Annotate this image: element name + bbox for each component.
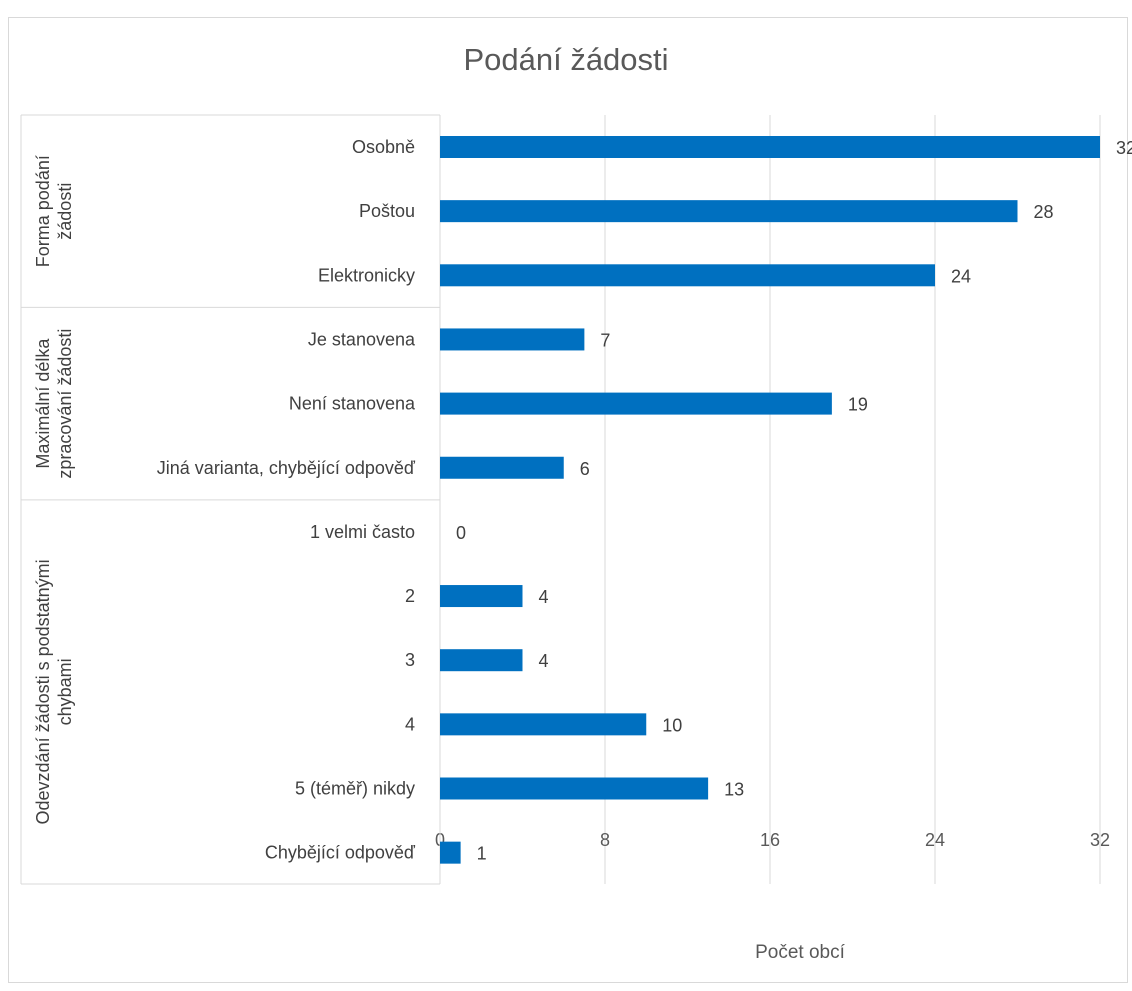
bar: [440, 841, 461, 864]
category-label: 3: [405, 650, 415, 670]
group-label: Maximální délka zpracování žádosti: [33, 329, 75, 479]
bar: [440, 136, 1100, 158]
category-label: Elektronicky: [318, 265, 415, 285]
bar: [440, 328, 585, 351]
bar: [440, 713, 647, 736]
category-label: Je stanovena: [308, 329, 416, 349]
group-label-line: zpracování žádosti: [55, 329, 75, 479]
group-label-line: žádosti: [55, 183, 75, 240]
category-label: Osobně: [352, 137, 415, 157]
data-label: 32: [1116, 138, 1132, 158]
data-label: 10: [662, 715, 682, 735]
x-tick-label: 16: [760, 830, 780, 850]
x-tick-label: 32: [1090, 830, 1110, 850]
data-label: 24: [951, 266, 971, 286]
category-label: 2: [405, 586, 415, 606]
group-label: Forma podání žádosti: [33, 155, 75, 267]
category-label: Poštou: [359, 201, 415, 221]
bar: [440, 777, 709, 800]
data-label: 6: [580, 459, 590, 479]
bar: [440, 585, 523, 608]
chart-title: Podání žádosti: [463, 42, 669, 77]
data-label: 1: [477, 844, 487, 864]
group-label-line: chybami: [55, 658, 75, 725]
data-label: 0: [456, 523, 466, 543]
data-label: 4: [539, 587, 549, 607]
data-label: 7: [600, 330, 610, 350]
data-label: 19: [848, 395, 868, 415]
group-label-line: Forma podání: [33, 155, 53, 267]
group-label-line: Maximální délka: [33, 338, 53, 469]
x-axis-title: Počet obcí: [755, 942, 845, 963]
group-label-line: Odevzdání žádosti s podstatnými: [33, 559, 53, 824]
group-label: Odevzdání žádosti s podstatnými chybami: [33, 559, 75, 824]
category-label: 4: [405, 714, 415, 734]
data-label: 13: [724, 780, 744, 800]
bar: [440, 200, 1018, 223]
bar: [440, 392, 832, 415]
category-label: 5 (téměř) nikdy: [295, 779, 415, 799]
bar: [440, 264, 935, 287]
category-label: 1 velmi často: [310, 522, 415, 542]
x-tick-label: 24: [925, 830, 945, 850]
data-label: 4: [539, 651, 549, 671]
data-label: 28: [1034, 202, 1054, 222]
bar: [440, 649, 523, 672]
category-label: Není stanovena: [289, 394, 416, 414]
category-label: Jiná varianta, chybějící odpověď: [157, 458, 416, 478]
x-tick-label: 8: [600, 830, 610, 850]
bar: [440, 456, 564, 479]
category-label: Chybějící odpověď: [265, 843, 416, 863]
